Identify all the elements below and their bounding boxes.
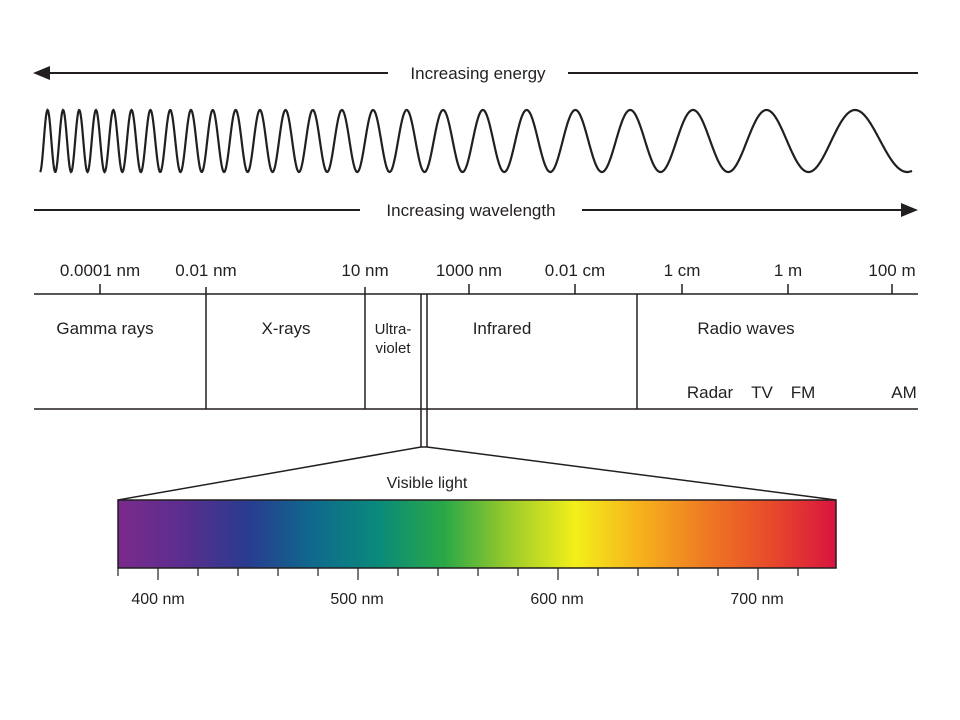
scale-tick-labels: 0.0001 nm 0.01 nm 10 nm 1000 nm 0.01 cm … — [60, 261, 916, 280]
scale-tick-label: 10 nm — [341, 261, 388, 280]
visible-spectrum-bar — [117, 499, 837, 569]
band-infrared-label: Infrared — [473, 319, 532, 338]
wavelength-arrow-label: Increasing wavelength — [386, 201, 555, 220]
energy-arrow-label: Increasing energy — [410, 64, 546, 83]
visible-tick-labels: 400 nm 500 nm 600 nm 700 nm — [131, 591, 783, 608]
visible-tick-label: 600 nm — [530, 591, 583, 608]
visible-scale-ticks — [117, 568, 799, 580]
scale-tick-label: 1 m — [774, 261, 802, 280]
scale-tick-label: 0.01 nm — [175, 261, 236, 280]
wavelength-arrow: Increasing wavelength — [34, 201, 918, 220]
scale-tick-label: 0.0001 nm — [60, 261, 140, 280]
visible-light-label: Visible light — [387, 475, 468, 492]
energy-arrow: Increasing energy — [33, 64, 918, 83]
scale-tick-label: 1 cm — [664, 261, 701, 280]
spectrum-band-table — [34, 284, 918, 447]
scale-tick-label: 100 m — [868, 261, 915, 280]
visible-tick-label: 400 nm — [131, 591, 184, 608]
band-uv-label-line1: Ultra- — [375, 321, 412, 338]
scale-tick-label: 1000 nm — [436, 261, 502, 280]
arrow-left-icon — [33, 66, 50, 80]
band-uv-label-line2: violet — [375, 340, 411, 357]
radio-sub-radar: Radar — [687, 383, 734, 402]
arrow-right-icon — [901, 203, 918, 217]
radio-sub-am: AM — [891, 383, 917, 402]
visible-tick-label: 700 nm — [730, 591, 783, 608]
radio-sub-tv: TV — [751, 383, 773, 402]
wave-curve — [39, 108, 913, 174]
band-gamma-label: Gamma rays — [56, 319, 153, 338]
band-xrays-label: X-rays — [261, 319, 310, 338]
scale-tick-label: 0.01 cm — [545, 261, 605, 280]
band-radio-label: Radio waves — [697, 319, 794, 338]
visible-zoom-lines — [117, 446, 837, 501]
radio-sub-fm: FM — [791, 383, 816, 402]
band-labels: Gamma rays X-rays Ultra- violet Infrared… — [56, 319, 916, 402]
visible-tick-label: 500 nm — [330, 591, 383, 608]
